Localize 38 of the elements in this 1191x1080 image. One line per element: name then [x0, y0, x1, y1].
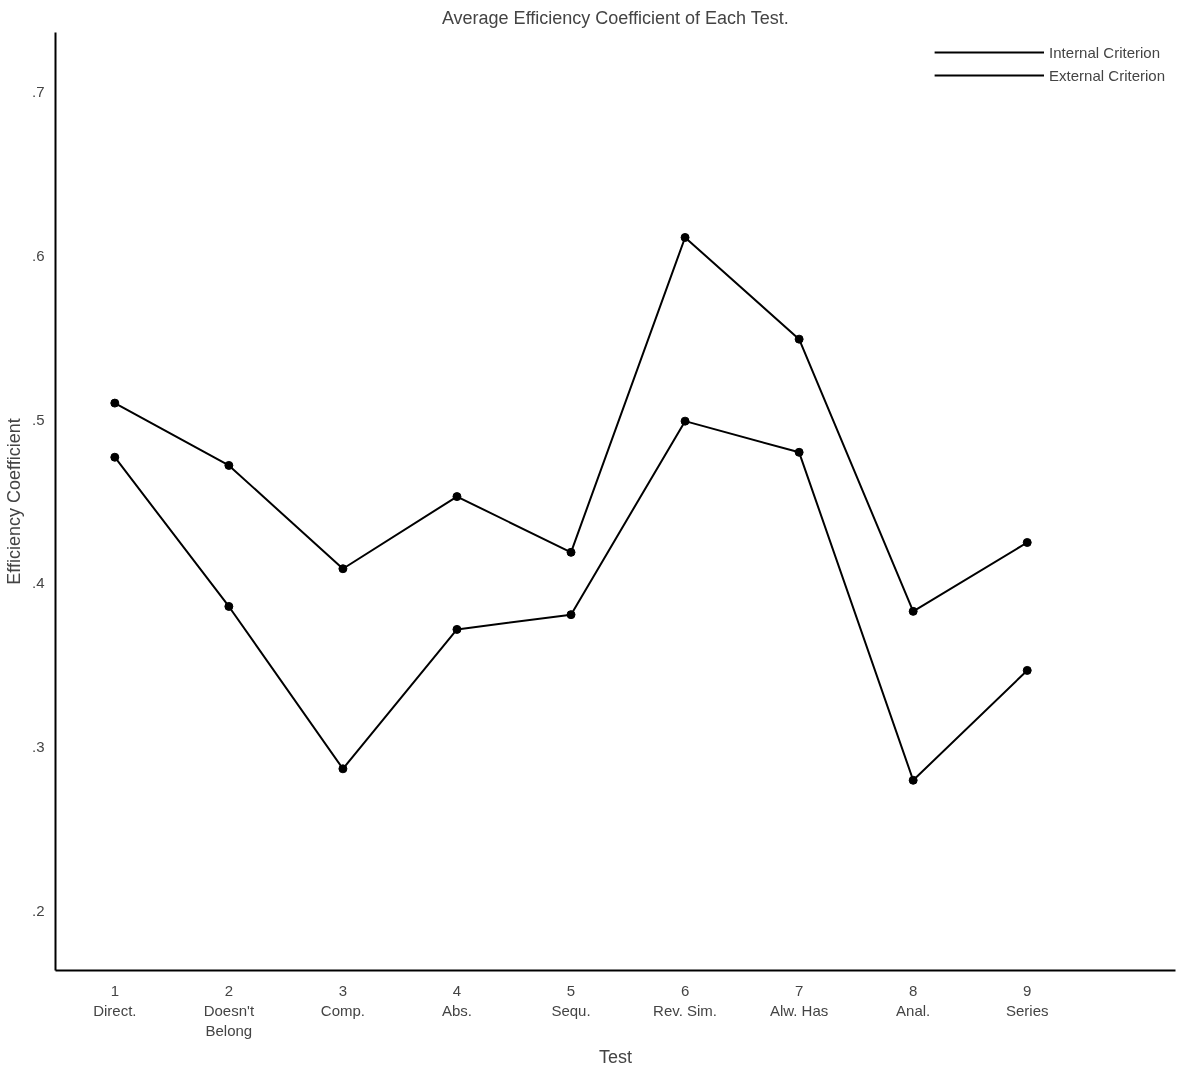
x-tick-label: 9 Series — [1005, 981, 1049, 1019]
point — [224, 601, 234, 611]
y-tick-label: .4 — [31, 574, 45, 592]
x-tick-label: 3 Comp. — [320, 981, 366, 1019]
point — [452, 492, 462, 502]
x-tick-label: 6 Rev. Sim. — [653, 981, 718, 1019]
point — [1022, 665, 1032, 675]
point — [224, 460, 234, 470]
point — [110, 452, 120, 462]
point — [794, 334, 804, 344]
point — [1022, 538, 1032, 547]
point — [452, 624, 462, 634]
y-tick-label: .2 — [31, 902, 45, 920]
point — [110, 398, 120, 408]
point — [908, 606, 918, 616]
text: Internal Criterion — [1049, 43, 1160, 61]
x-axis-title: Test — [598, 1047, 633, 1068]
chart-title: Average Efficiency Coefficient of Each Test. — [441, 7, 789, 28]
y-axis-title: Efficiency Coefficient — [3, 418, 24, 585]
x-tick-label: 8 Anal. — [896, 981, 931, 1019]
point — [338, 764, 348, 774]
point — [566, 610, 576, 620]
y-tick-label: .5 — [31, 410, 45, 428]
y-tick-label: .3 — [31, 738, 45, 756]
y-tick-label: .7 — [31, 82, 45, 100]
x-tick-label: 1 Direct. — [93, 981, 137, 1019]
point — [908, 775, 918, 785]
point — [566, 547, 576, 557]
x-tick-label: 5 Sequ. — [551, 981, 591, 1019]
text: External Criterion — [1049, 66, 1165, 84]
point — [680, 416, 690, 426]
point — [794, 447, 804, 457]
point — [680, 232, 690, 242]
x-tick-label: 7 Alw. Has — [769, 981, 829, 1019]
x-tick-label: 4 Abs. — [441, 981, 472, 1019]
x-tick-label: 2 Doesn't Belong — [203, 981, 255, 1040]
point — [338, 564, 348, 574]
y-tick-label: .6 — [31, 246, 45, 264]
